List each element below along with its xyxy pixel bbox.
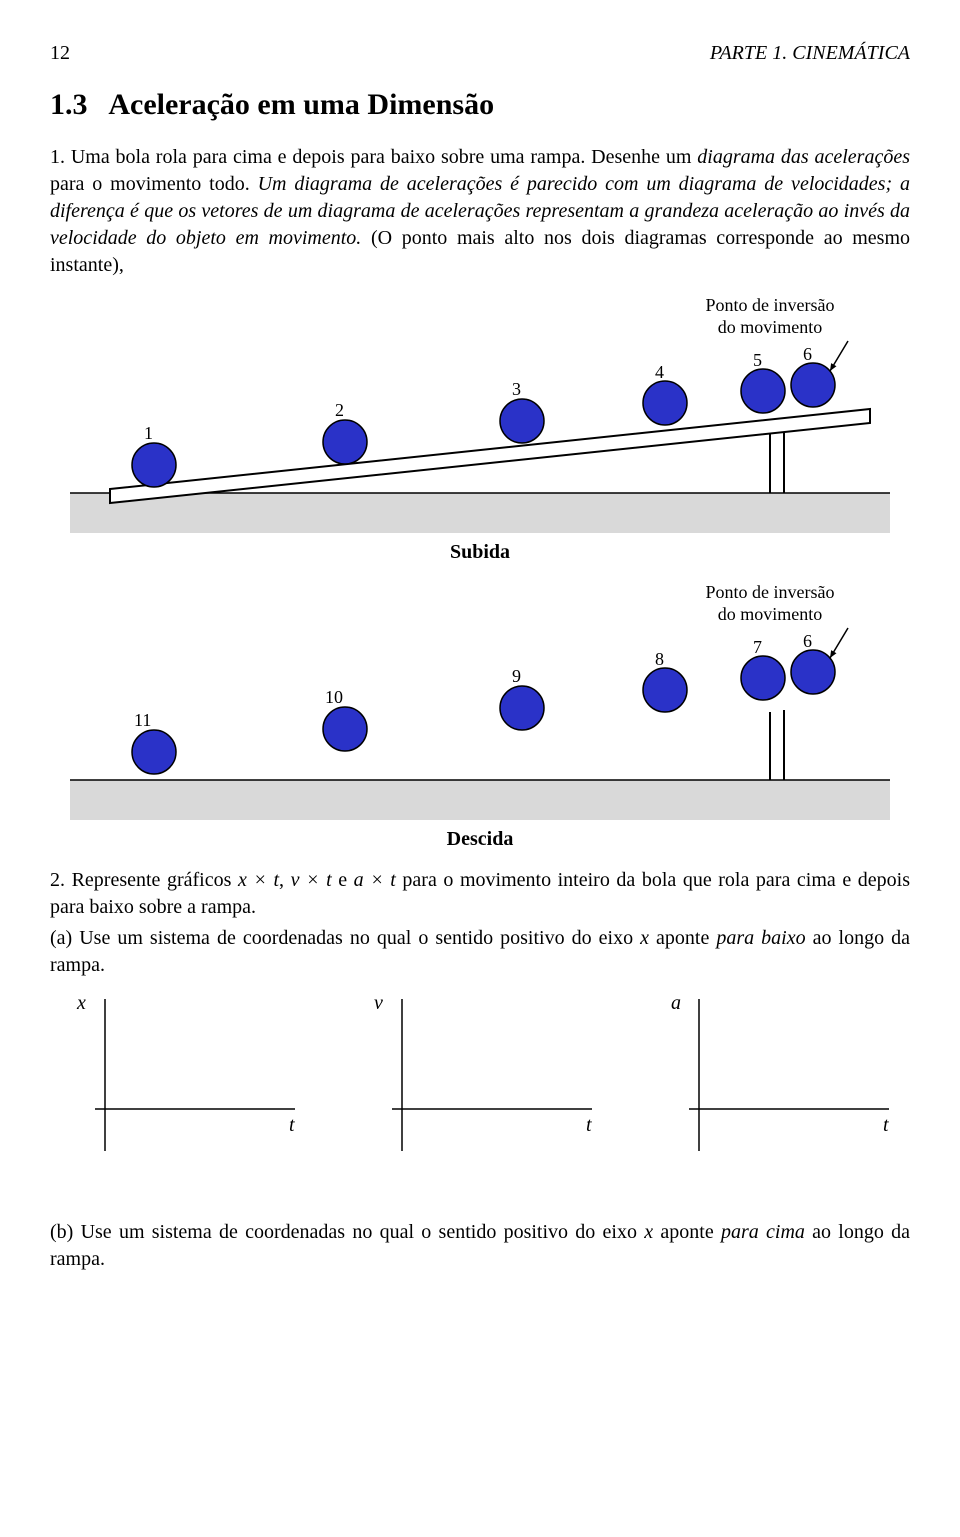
svg-text:do movimento: do movimento [718,604,823,624]
svg-text:x: x [76,992,86,1014]
svg-text:t: t [586,1114,592,1136]
axes-a: at [657,989,897,1159]
caption-subida: Subida [50,539,910,566]
problem-2a-text: (a) Use um sistema de coordenadas no qua… [50,925,910,979]
p1-italic-diagram: diagrama das acelerações [697,146,910,168]
svg-text:8: 8 [655,649,664,669]
svg-text:1: 1 [144,423,153,443]
svg-text:Ponto de inversão: Ponto de inversão [706,582,835,602]
svg-text:t: t [883,1114,889,1136]
page-number: 12 [50,40,70,67]
svg-text:2: 2 [335,400,344,420]
svg-text:v: v [374,992,383,1014]
svg-text:Ponto de inversão: Ponto de inversão [706,295,835,315]
problem-2b-text: (b) Use um sistema de coordenadas no qua… [50,1219,910,1273]
pb-pre: (b) Use um sistema de coordenadas no qua… [50,1221,644,1243]
pb-mid: aponte [653,1221,721,1243]
p1-lead: 1. Uma bola rola para cima e depois para… [50,146,697,168]
svg-text:4: 4 [655,362,664,382]
pa-mid: aponte [649,927,716,949]
p2-m2: e [332,869,354,891]
p2-g2: v × t [291,869,332,891]
p2-m1: , [279,869,291,891]
running-header: 12 PARTE 1. CINEMÁTICA [50,40,910,67]
pa-italic: para baixo [716,927,805,949]
svg-text:10: 10 [325,687,343,707]
ramp-diagram-up: 1 2 3 4 5 6 Ponto de inversãodo movimento [50,293,910,533]
svg-text:6: 6 [803,631,812,651]
p2-pre: 2. Represente gráficos [50,869,238,891]
svg-text:3: 3 [512,379,521,399]
chapter-head: PARTE 1. CINEMÁTICA [710,40,910,67]
p2-g3: a × t [354,869,396,891]
axes-row: xt vt at [50,989,910,1159]
svg-text:do movimento: do movimento [718,317,823,337]
problem-2-text: 2. Represente gráficos x × t, v × t e a … [50,867,910,921]
section-title-text: Aceleração em uma Dimensão [108,88,494,121]
p2-g1: x × t [238,869,279,891]
svg-text:5: 5 [753,350,762,370]
ramp-diagram-down: 6 7 8 9 10 11 Ponto de inversãodo movimento [50,580,910,820]
svg-text:a: a [671,992,681,1014]
svg-text:t: t [289,1114,295,1136]
pb-italic: para cima [721,1221,805,1243]
ramp-down-svg: 6 7 8 9 10 11 Ponto de inversãodo movimento [70,580,890,820]
svg-text:11: 11 [134,710,151,730]
pa-pre: (a) Use um sistema de coordenadas no qua… [50,927,640,949]
pa-x: x [640,927,649,949]
svg-text:7: 7 [753,637,762,657]
svg-text:6: 6 [803,344,812,364]
axes-x: xt [63,989,303,1159]
svg-text:9: 9 [512,666,521,686]
problem-1-text: 1. Uma bola rola para cima e depois para… [50,144,910,279]
pb-x: x [644,1221,653,1243]
section-heading: 1.3 Aceleração em uma Dimensão [50,85,910,126]
caption-descida: Descida [50,826,910,853]
section-number: 1.3 [50,88,88,121]
axes-v: vt [360,989,600,1159]
p1-mid1: para o movimento todo. [50,173,258,195]
ramp-up-svg: 1 2 3 4 5 6 Ponto de inversãodo movimento [70,293,890,533]
